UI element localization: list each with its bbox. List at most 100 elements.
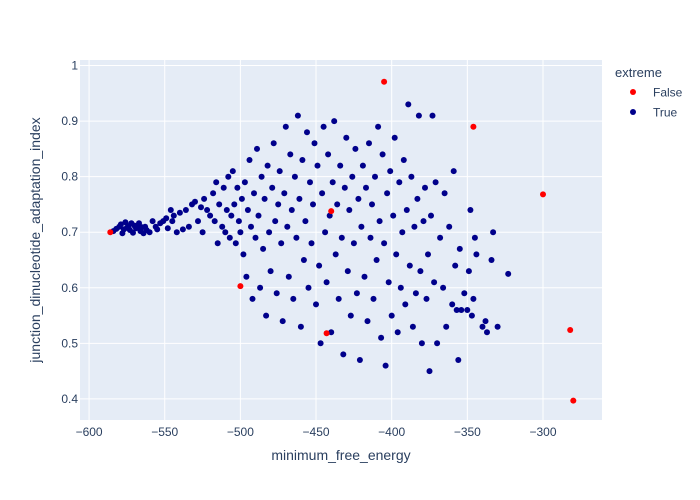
data-point-true — [344, 268, 351, 275]
data-point-true — [285, 273, 292, 280]
data-point-true — [456, 245, 463, 252]
data-point-true — [455, 357, 462, 363]
legend-title: extreme — [615, 65, 662, 80]
data-point-true — [429, 112, 436, 119]
data-point-true — [408, 173, 415, 180]
data-point-true — [414, 195, 421, 202]
data-point-true — [269, 184, 276, 191]
data-point-true — [405, 101, 412, 108]
data-point-true — [284, 223, 291, 230]
data-point-true — [482, 318, 489, 325]
data-points — [107, 78, 577, 404]
data-point-false — [540, 191, 546, 198]
data-point-true — [353, 290, 360, 297]
x-tick-label: −350 — [454, 425, 481, 439]
data-point-true — [361, 273, 368, 280]
data-point-true — [226, 234, 233, 241]
data-point-true — [359, 162, 366, 169]
data-point-true — [179, 226, 186, 233]
data-point-true — [397, 284, 404, 291]
data-point-true — [232, 240, 239, 247]
data-point-true — [314, 162, 321, 169]
data-point-true — [210, 190, 217, 197]
x-tick-label: −500 — [227, 425, 254, 439]
data-point-true — [379, 151, 386, 158]
data-point-true — [146, 229, 153, 236]
data-point-true — [251, 190, 257, 197]
legend: extreme False True — [615, 65, 683, 120]
data-point-true — [258, 173, 265, 180]
data-point-true — [352, 145, 359, 152]
data-point-false — [237, 283, 244, 290]
data-point-true — [331, 118, 338, 125]
data-point-true — [320, 123, 327, 130]
legend-marker-false — [630, 89, 636, 95]
data-point-true — [214, 240, 221, 247]
data-point-true — [393, 251, 400, 258]
data-point-true — [340, 351, 347, 358]
data-point-true — [468, 312, 475, 319]
data-point-true — [167, 207, 174, 213]
data-point-true — [363, 184, 369, 191]
data-point-true — [287, 151, 294, 158]
data-point-true — [373, 257, 380, 263]
data-point-true — [423, 295, 430, 302]
data-point-true — [201, 195, 208, 202]
data-point-true — [432, 179, 439, 186]
data-point-true — [304, 129, 310, 136]
data-point-true — [219, 223, 226, 230]
data-point-true — [296, 195, 303, 202]
data-point-true — [350, 240, 357, 247]
x-tick-label: −400 — [378, 425, 405, 439]
data-point-true — [446, 223, 453, 230]
data-point-true — [384, 190, 391, 197]
data-point-true — [223, 207, 230, 213]
x-axis-title: minimum_free_energy — [271, 447, 410, 463]
data-point-true — [192, 198, 198, 205]
data-point-true — [471, 234, 478, 241]
data-point-true — [204, 207, 211, 213]
data-point-true — [261, 195, 268, 202]
data-point-true — [450, 168, 457, 175]
data-point-true — [426, 368, 433, 375]
data-point-true — [437, 234, 444, 241]
data-point-true — [323, 279, 330, 286]
data-point-true — [164, 225, 171, 232]
data-point-true — [307, 179, 313, 186]
data-point-true — [263, 312, 270, 319]
data-point-true — [402, 301, 409, 308]
data-point-true — [246, 157, 253, 163]
data-point-true — [229, 168, 236, 175]
y-tick-label: 1 — [71, 59, 78, 73]
data-point-true — [409, 323, 416, 330]
data-point-true — [465, 268, 472, 275]
data-point-true — [479, 323, 486, 330]
data-point-true — [288, 207, 295, 213]
data-point-true — [300, 257, 307, 263]
data-point-true — [243, 273, 250, 280]
data-point-true — [464, 307, 471, 313]
data-point-true — [182, 207, 189, 213]
data-point-true — [406, 262, 413, 269]
data-point-true — [173, 229, 180, 236]
data-point-true — [234, 184, 241, 191]
data-point-true — [238, 195, 245, 202]
data-point-true — [381, 240, 388, 247]
data-point-true — [195, 218, 201, 225]
y-tick-label: 0.8 — [61, 170, 78, 184]
data-point-false — [381, 78, 388, 85]
data-point-true — [412, 290, 419, 297]
data-point-true — [228, 212, 235, 219]
data-point-true — [176, 209, 183, 216]
x-tick-label: −300 — [529, 425, 556, 439]
data-point-true — [335, 295, 342, 302]
data-point-true — [399, 229, 406, 236]
data-point-true — [264, 162, 271, 169]
data-point-false — [567, 327, 574, 333]
grid-lines — [80, 60, 602, 420]
legend-label-false: False — [653, 86, 683, 100]
data-point-true — [275, 201, 282, 208]
data-point-false — [323, 330, 330, 337]
data-point-true — [308, 240, 315, 247]
